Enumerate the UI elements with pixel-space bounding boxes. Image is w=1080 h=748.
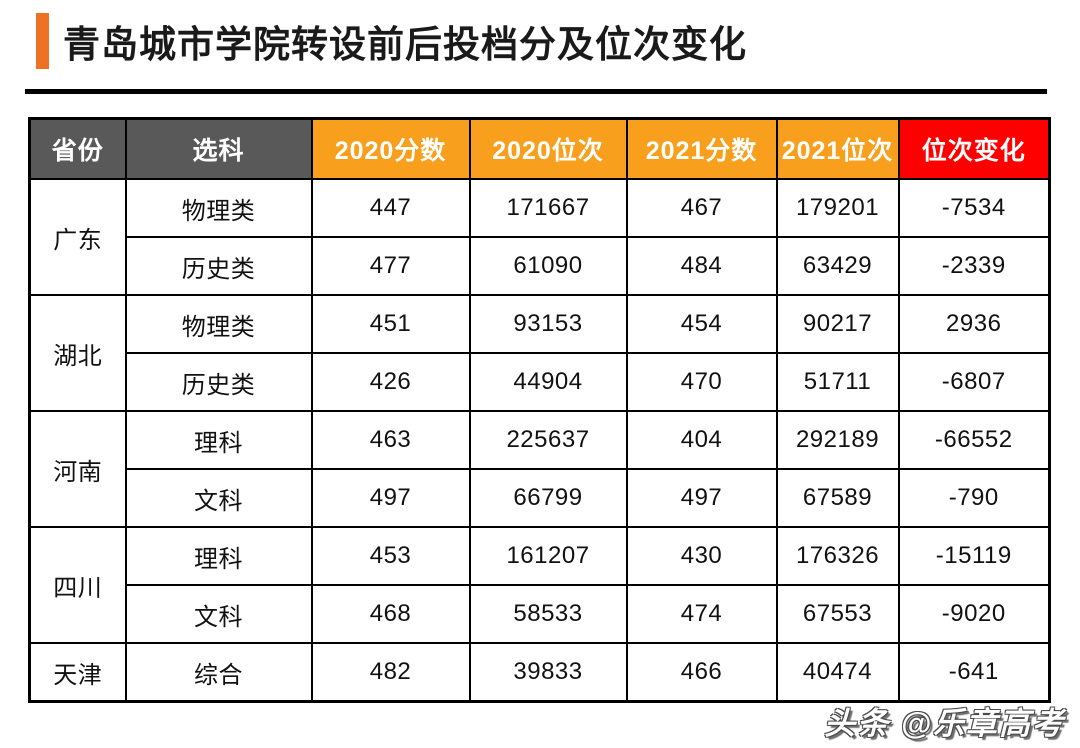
rank2020-cell: 171667 [468, 178, 628, 238]
rank2020-cell: 39833 [468, 642, 628, 703]
subject-cell: 物理类 [124, 178, 313, 238]
province-cell: 河南 [28, 410, 127, 528]
rank2020-cell: 225637 [468, 410, 628, 470]
title-accent-bar [36, 13, 49, 69]
rank-change-cell: -790 [897, 468, 1051, 528]
score-table-body: 广东 物理类 447 171667 467 179201 -7534 历史类 477 61090 4… [28, 178, 1051, 703]
score2020-cell: 477 [310, 236, 471, 296]
score2021-cell: 466 [625, 642, 778, 703]
subject-cell: 物理类 [124, 294, 313, 354]
subject-cell: 综合 [124, 642, 313, 703]
table-row: 历史类 426 44904 470 51711 -6807 [30, 352, 1051, 412]
column-header-2: 选科 [124, 117, 313, 180]
rank2020-cell: 44904 [468, 352, 628, 412]
rank2021-cell: 67589 [775, 468, 900, 528]
column-header-3: 2020分数 [310, 117, 471, 180]
table-row: 历史类 477 61090 484 63429 -2339 [30, 236, 1051, 296]
rank2020-cell: 93153 [468, 294, 628, 354]
score-table: 省份 选科 2020分数 2020位次 2021分数 2021位次 位次变化 广东 物理类 44… [28, 117, 1051, 703]
rank2020-cell: 58533 [468, 584, 628, 644]
rank2021-cell: 179201 [775, 178, 900, 238]
subject-cell: 文科 [124, 584, 313, 644]
score2021-cell: 497 [625, 468, 778, 528]
score2021-cell: 430 [625, 526, 778, 586]
subject-cell: 理科 [124, 526, 313, 586]
subject-cell: 文科 [124, 468, 313, 528]
column-header-7: 位次变化 [897, 117, 1051, 180]
rank2020-cell: 61090 [468, 236, 628, 296]
province-cell: 四川 [28, 526, 127, 644]
subject-cell: 理科 [124, 410, 313, 470]
subject-cell: 历史类 [124, 236, 313, 296]
table-row: 四川 理科 453 161207 430 176326 -15119 [28, 526, 1051, 644]
rank2021-cell: 67553 [775, 584, 900, 644]
rank-change-cell: -6807 [897, 352, 1051, 412]
province-cell: 湖北 [28, 294, 127, 412]
table-row: 广东 物理类 447 171667 467 179201 -7534 [28, 178, 1051, 296]
rank2021-cell: 292189 [775, 410, 900, 470]
column-header-1: 省份 [28, 117, 127, 180]
score2020-cell: 447 [310, 178, 471, 238]
score2020-cell: 451 [310, 294, 471, 354]
table-row: 文科 468 58533 474 67553 -9020 [30, 584, 1051, 644]
header-row: 省份 选科 2020分数 2020位次 2021分数 2021位次 位次变化 [28, 117, 1051, 180]
rank-change-cell: 2936 [897, 294, 1051, 354]
score2021-cell: 470 [625, 352, 778, 412]
score2020-cell: 497 [310, 468, 471, 528]
score2021-cell: 454 [625, 294, 778, 354]
table-row: 文科 497 66799 497 67589 -790 [30, 468, 1051, 528]
score2020-cell: 453 [310, 526, 471, 586]
column-header-4: 2020位次 [468, 117, 628, 180]
province-cell: 天津 [28, 642, 127, 703]
table-row: 天津 综合 482 39833 466 40474 -641 [28, 642, 1051, 703]
score2020-cell: 482 [310, 642, 471, 703]
score2021-cell: 484 [625, 236, 778, 296]
rank-change-cell: -66552 [897, 410, 1051, 470]
score2020-cell: 463 [310, 410, 471, 470]
rank-change-cell: -15119 [897, 526, 1051, 586]
title-block: 青岛城市学院转设前后投档分及位次变化 [36, 12, 747, 70]
table-row: 湖北 物理类 451 93153 454 90217 2936 [28, 294, 1051, 412]
rank2021-cell: 176326 [775, 526, 900, 586]
column-header-5: 2021分数 [625, 117, 778, 180]
score2020-cell: 426 [310, 352, 471, 412]
title-divider [25, 89, 1047, 94]
score2021-cell: 404 [625, 410, 778, 470]
table-container: 省份 选科 2020分数 2020位次 2021分数 2021位次 位次变化 广东 物理类 44… [28, 117, 1051, 703]
rank2021-cell: 40474 [775, 642, 900, 703]
score2021-cell: 474 [625, 584, 778, 644]
score2021-cell: 467 [625, 178, 778, 238]
rank2020-cell: 66799 [468, 468, 628, 528]
rank2021-cell: 63429 [775, 236, 900, 296]
score2020-cell: 468 [310, 584, 471, 644]
rank2020-cell: 161207 [468, 526, 628, 586]
table-row: 河南 理科 463 225637 404 292189 -66552 [28, 410, 1051, 528]
rank-change-cell: -2339 [897, 236, 1051, 296]
rank-change-cell: -9020 [897, 584, 1051, 644]
column-header-6: 2021位次 [775, 117, 900, 180]
rank-change-cell: -7534 [897, 178, 1051, 238]
watermark-text: 头条 @乐章高考 [824, 706, 1065, 741]
score-table-header: 省份 选科 2020分数 2020位次 2021分数 2021位次 位次变化 [28, 117, 1051, 180]
rank2021-cell: 90217 [775, 294, 900, 354]
subject-cell: 历史类 [124, 352, 313, 412]
rank2021-cell: 51711 [775, 352, 900, 412]
page-title: 青岛城市学院转设前后投档分及位次变化 [63, 24, 747, 65]
rank-change-cell: -641 [897, 642, 1051, 703]
province-cell: 广东 [28, 178, 127, 296]
